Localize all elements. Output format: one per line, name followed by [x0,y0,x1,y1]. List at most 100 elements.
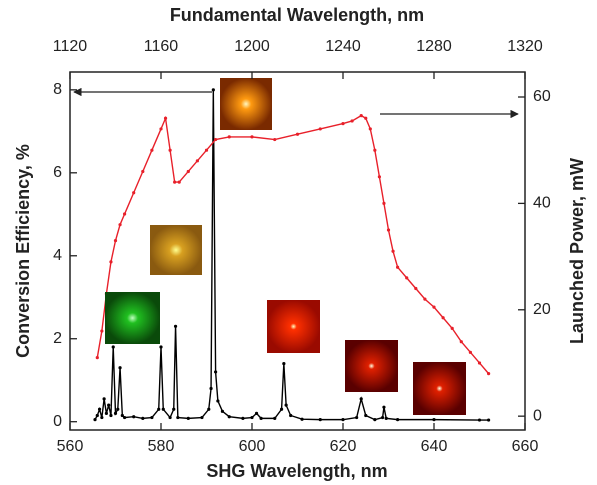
data-point [423,297,427,301]
data-point [220,409,225,413]
data-point [177,180,181,184]
data-point [209,386,213,391]
data-point [95,356,99,360]
data-point [432,305,436,309]
data-point [377,175,381,179]
data-point [359,397,363,401]
data-point [459,340,463,344]
data-point [259,416,263,420]
data-point [132,191,136,195]
x2-tick-label: 1320 [507,38,543,55]
data-point [123,415,127,420]
data-point [380,415,385,420]
y2-tick-label: 40 [533,195,551,212]
y-tick-label: 8 [53,81,62,98]
data-point [214,370,218,374]
data-point [120,413,124,418]
data-point [159,127,163,131]
x-tick-label: 600 [239,438,266,455]
x2-tick-label: 1240 [325,38,361,55]
data-point [477,361,482,365]
data-point [300,417,304,421]
data-point [161,407,165,411]
data-point [204,148,209,152]
data-point [109,413,113,418]
data-point [100,329,104,333]
data-point [273,416,277,420]
data-point [118,366,122,370]
y-tick-label: 6 [53,164,62,181]
data-point [341,418,345,422]
data-point [391,249,395,253]
data-point [373,418,377,422]
data-point [279,407,284,411]
beam-image [413,362,466,415]
data-point [207,407,211,411]
data-point [141,416,145,420]
y-tick-label: 0 [53,413,62,430]
data-point [93,418,97,422]
data-point [273,137,277,142]
data-point [95,413,99,418]
data-point [282,362,286,366]
beam-image [345,340,398,392]
data-point [364,413,368,418]
data-point [97,407,102,411]
x2-tick-label: 1120 [53,38,88,55]
x-tick-label: 640 [421,438,448,455]
data-point [159,345,163,349]
data-point [318,418,322,422]
data-point [405,276,409,280]
data-point [111,345,115,349]
data-point [216,399,220,403]
insets [105,78,466,415]
data-point [396,265,400,269]
data-point [168,148,172,152]
data-point [109,260,113,264]
x2-tick-label: 1200 [234,38,270,55]
beam-image [105,292,160,344]
data-point [200,415,204,420]
data-point [113,239,118,243]
y-tick-label: 2 [53,330,62,347]
data-point [176,415,180,420]
data-point [173,324,178,328]
y-axis-label: Conversion Efficiency, % [13,144,33,358]
data-point [295,132,300,136]
beam-image [150,225,202,275]
data-point [384,416,388,420]
x-tick-label: 560 [57,438,84,455]
x-tick-label: 660 [512,438,539,455]
data-point [113,411,118,416]
data-point [157,407,161,411]
data-point [382,405,386,409]
data-point [227,415,231,419]
data-point [168,415,172,420]
x-tick-label: 580 [148,438,175,455]
data-point [250,135,254,139]
y-tick-label: 4 [53,247,62,264]
x-axis-label: SHG Wavelength, nm [206,461,387,481]
data-point [477,418,482,422]
data-point [173,180,177,184]
data-point [441,316,445,320]
data-point [382,201,386,205]
data-point [102,397,106,401]
data-point [163,116,168,120]
data-point [150,148,154,152]
data-point [414,286,418,291]
data-point [450,326,454,330]
data-point [341,121,345,126]
data-point [195,159,199,163]
y2-tick-label: 60 [533,88,551,105]
data-point [116,407,120,411]
plot-frame [69,71,526,431]
data-point [364,116,368,120]
x2-axis-label: Fundamental Wavelength, nm [170,5,424,25]
data-point [150,415,154,420]
data-point [284,403,288,407]
data-point [289,413,293,418]
y2-tick-label: 20 [533,301,551,318]
